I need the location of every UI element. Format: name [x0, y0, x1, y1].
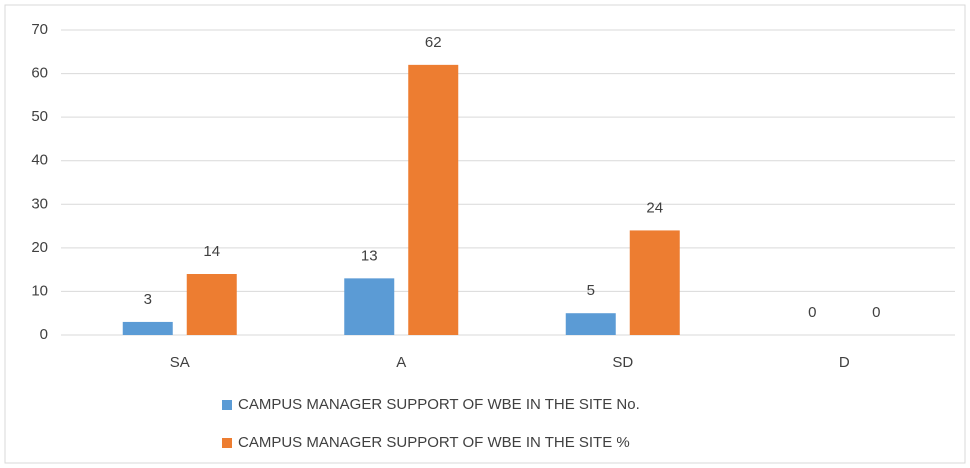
legend-label: CAMPUS MANAGER SUPPORT OF WBE IN THE SIT… — [238, 434, 630, 451]
bar — [565, 313, 616, 335]
y-tick-label: 40 — [31, 152, 48, 169]
legend-swatch — [222, 438, 232, 448]
y-tick-label: 20 — [31, 239, 48, 256]
data-label: 24 — [646, 199, 663, 216]
data-label: 0 — [808, 304, 816, 321]
x-tick-label: SA — [170, 354, 190, 371]
x-tick-label: A — [396, 354, 406, 371]
x-tick-label: D — [839, 354, 850, 371]
bar — [186, 274, 237, 335]
bar — [408, 64, 459, 335]
bar — [122, 321, 173, 335]
y-tick-label: 30 — [31, 195, 48, 212]
bar — [344, 278, 395, 335]
y-tick-label: 60 — [31, 65, 48, 82]
y-tick-label: 10 — [31, 282, 48, 299]
data-label: 13 — [361, 247, 378, 264]
y-tick-label: 0 — [40, 326, 48, 343]
data-label: 3 — [144, 291, 152, 308]
y-tick-label: 50 — [31, 108, 48, 125]
x-tick-label: SD — [612, 354, 633, 371]
data-label: 0 — [872, 304, 880, 321]
y-tick-label: 70 — [31, 21, 48, 38]
bar — [629, 230, 680, 335]
legend-swatch — [222, 400, 232, 410]
chart-border — [4, 4, 966, 464]
data-label: 14 — [203, 243, 220, 260]
data-label: 62 — [425, 34, 442, 51]
legend-label: CAMPUS MANAGER SUPPORT OF WBE IN THE SIT… — [238, 396, 640, 413]
data-label: 5 — [587, 282, 595, 299]
